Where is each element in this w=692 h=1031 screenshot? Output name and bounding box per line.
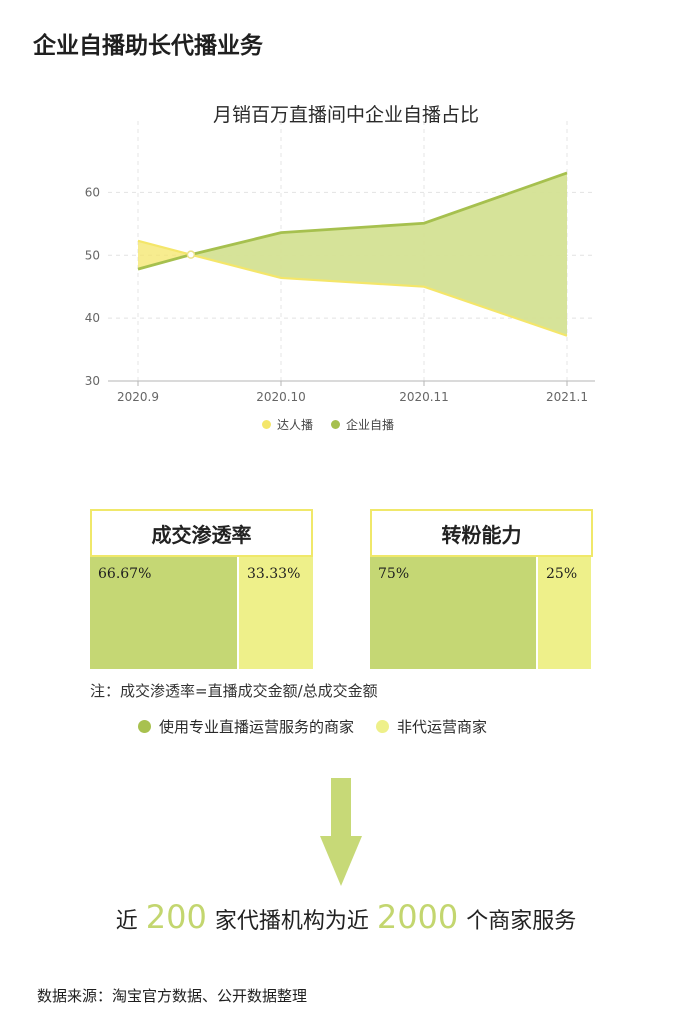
conversion-rate-title: 成交渗透率 [90,509,313,557]
legend-item-qiye[interactable]: 企业自播 [331,416,394,433]
legend-dot-daren [262,420,271,429]
chart-svg: 30 40 50 60 2020.9 2020.10 2020.11 2021.1 [85,121,595,404]
fan-conversion-other-value: 25% [546,566,578,582]
comparison-legend: 使用专业直播运营服务的商家 非代运营商家 [138,716,509,737]
statement-number-merchants: 2000 [376,898,459,936]
fan-conversion-title: 转粉能力 [370,509,593,557]
legend-label-other: 非代运营商家 [397,718,488,736]
x-tick-label: 2020.9 [117,390,159,404]
area-qiye-region [190,172,567,336]
statement-middle: 家代播机构为近 [214,909,369,934]
conversion-rate-other-value: 33.33% [247,566,301,582]
fan-conversion-seg-other: 25% [536,557,591,669]
conversion-rate-seg-other: 33.33% [237,557,313,669]
y-tick-label: 30 [85,374,100,388]
crossing-point [186,250,196,259]
data-source: 数据来源：淘宝官方数据、公开数据整理 [37,987,308,1005]
fan-conversion-bars: 75% 25% [370,557,593,669]
legend-dot-managed [138,720,151,733]
legend-label-qiye: 企业自播 [346,418,395,432]
conversion-rate-bars: 66.67% 33.33% [90,557,313,669]
chart-legend: 达人播 企业自播 [262,416,412,433]
legend-dot-qiye [331,420,341,429]
y-tick-label: 60 [85,185,100,199]
legend-item-managed[interactable]: 使用专业直播运营服务的商家 [138,716,354,737]
x-tick-label: 2020.11 [399,390,449,404]
page-title: 企业自播助长代播业务 [33,33,263,59]
fan-conversion-seg-managed: 75% [370,557,536,669]
conversion-rate-seg-managed: 66.67% [90,557,237,669]
fan-conversion-box: 转粉能力 75% 25% [370,509,593,669]
fan-conversion-managed-value: 75% [378,566,410,582]
conversion-rate-box: 成交渗透率 66.67% 33.33% [90,509,313,669]
summary-statement: 近 200 家代播机构为近 2000 个商家服务 [0,898,692,936]
y-tick-label: 40 [85,311,100,325]
area-chart: 月销百万直播间中企业自播占比 30 40 50 60 2020.9 2020.10 2020… [0,90,692,450]
statement-number-agencies: 200 [145,898,207,936]
down-arrow-icon [320,778,362,886]
statement-suffix: 个商家服务 [466,909,577,934]
chart-title: 月销百万直播间中企业自播占比 [212,104,479,126]
legend-item-daren[interactable]: 达人播 [262,416,313,433]
statement-prefix: 近 [115,909,138,934]
y-tick-label: 50 [85,248,100,262]
legend-label-daren: 达人播 [277,418,314,432]
line-qiye [137,171,568,271]
x-tick-label: 2020.10 [256,390,306,404]
conversion-rate-managed-value: 66.67% [98,566,152,582]
legend-item-other[interactable]: 非代运营商家 [376,716,487,737]
formula-note: 注：成交渗透率=直播成交金额/总成交金额 [90,682,378,700]
line-daren [137,239,568,337]
legend-dot-other [376,720,390,733]
legend-label-managed: 使用专业直播运营服务的商家 [159,718,355,736]
x-tick-label: 2021.1 [546,390,588,404]
area-daren-region [138,240,191,270]
